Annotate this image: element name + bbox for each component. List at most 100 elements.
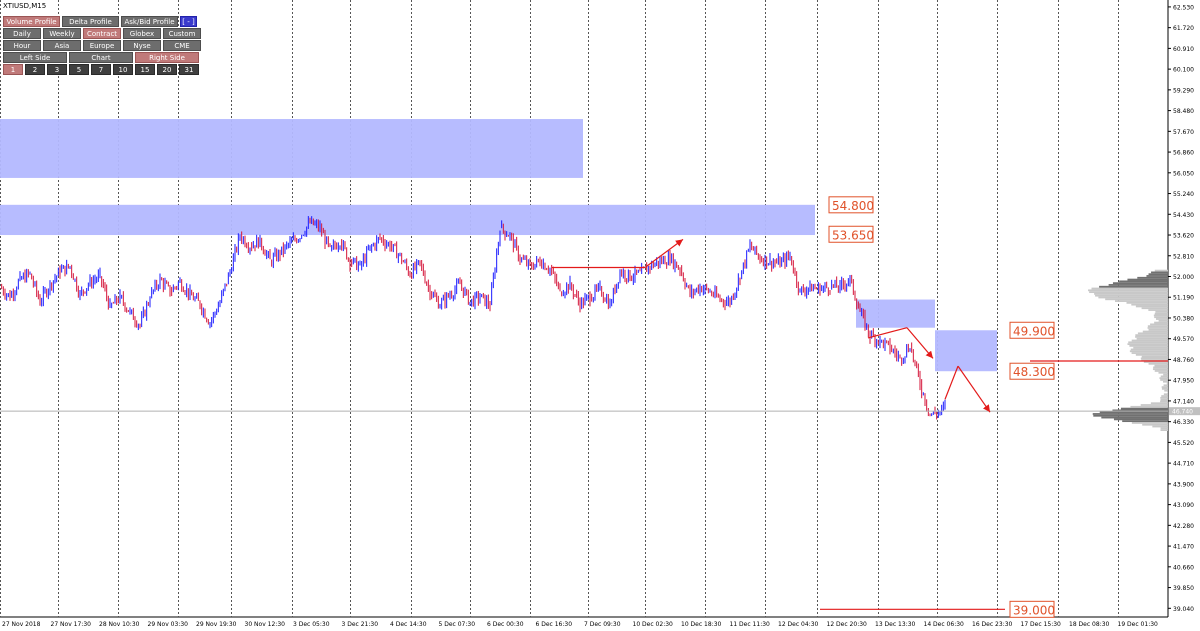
volume-profile-bar — [1088, 289, 1168, 292]
toolbar-row-side: Left Side Chart Right Side — [3, 52, 203, 63]
symbol-label: XTIUSD,M15 — [3, 2, 47, 10]
time-tick-label: 5 Dec 07:30 — [439, 621, 476, 628]
volume-profile-bar — [1108, 284, 1168, 286]
price-tick-label: 62.530 — [1173, 4, 1194, 11]
volume-profile-bar — [1141, 359, 1168, 362]
price-tick-label: 47.950 — [1173, 378, 1194, 385]
price-tick-label: 48.760 — [1173, 357, 1194, 364]
volume-profile-bar — [1143, 361, 1168, 363]
volume-profile-bar — [1159, 377, 1168, 380]
volume-profile-bar — [1135, 336, 1168, 338]
europe-button[interactable]: Europe — [83, 40, 121, 51]
volume-profile-bar — [1160, 379, 1168, 381]
count-2-button[interactable]: 2 — [25, 64, 45, 75]
volume-profile-bar — [1155, 318, 1168, 320]
price-level-box — [1009, 362, 1055, 380]
trend-line — [944, 365, 959, 400]
count-7-button[interactable]: 7 — [91, 64, 111, 75]
nyse-button[interactable]: Nyse — [123, 40, 161, 51]
toolbar-row-profile-type: Volume Profile Delta Profile Ask/Bid Pro… — [3, 16, 203, 27]
volume-profile-bar — [1154, 364, 1168, 367]
volume-profile-bar — [1133, 346, 1168, 349]
volume-profile-bar — [1155, 310, 1168, 313]
right-side-button[interactable]: Right Side — [135, 52, 199, 63]
ask-bid-profile-button[interactable]: Ask/Bid Profile — [121, 16, 178, 27]
volume-profile-bar — [1160, 427, 1168, 430]
weekly-button[interactable]: Weekly — [43, 28, 81, 39]
current-price-label: 46.740 — [1172, 409, 1193, 416]
price-tick-label: 43.090 — [1173, 502, 1194, 509]
volume-profile-bar — [1105, 298, 1168, 301]
supply-demand-zone — [0, 119, 583, 178]
price-level-label: 54.800 — [832, 199, 874, 213]
count-20-button[interactable]: 20 — [157, 64, 177, 75]
supply-demand-zone — [856, 299, 935, 328]
volume-profile-bar — [1094, 293, 1168, 295]
volume-profile-bar — [1131, 422, 1168, 424]
volume-profile-bar — [1098, 296, 1168, 299]
volume-profile-bar — [1160, 400, 1168, 403]
delta-profile-button[interactable]: Delta Profile — [62, 16, 119, 27]
price-tick-label: 52.810 — [1173, 253, 1194, 260]
volume-profile-bar — [1112, 282, 1168, 285]
price-tick-label: 51.190 — [1173, 295, 1194, 302]
volume-profile-bar — [1093, 414, 1168, 417]
asia-button[interactable]: Asia — [43, 40, 81, 51]
time-tick-label: 13 Dec 13:30 — [875, 621, 916, 628]
count-5-button[interactable]: 5 — [69, 64, 89, 75]
price-level-box — [828, 225, 874, 243]
volume-profile-bar — [1101, 416, 1168, 419]
chart-button[interactable]: Chart — [69, 52, 133, 63]
volume-profile-bar — [1142, 423, 1168, 426]
volume-profile-bar — [1148, 328, 1168, 331]
volume-profile-bar — [1163, 393, 1168, 396]
price-tick-label: 58.480 — [1173, 108, 1194, 115]
volume-profile-bar — [1095, 294, 1168, 297]
price-tick-label: 45.520 — [1173, 440, 1194, 447]
volume-profile-bar — [1161, 387, 1168, 390]
volume-profile-bar — [1099, 285, 1168, 288]
volume-profile-bar — [1154, 321, 1168, 324]
volume-profile-bar — [1129, 350, 1168, 353]
price-tick-label: 59.290 — [1173, 87, 1194, 94]
volume-profile-bar — [1119, 280, 1168, 283]
hour-button[interactable]: Hour — [3, 40, 41, 51]
volume-profile-bar — [1148, 362, 1168, 365]
count-10-button[interactable]: 10 — [113, 64, 133, 75]
time-tick-label: 19 Dec 01:30 — [1118, 621, 1159, 628]
count-15-button[interactable]: 15 — [135, 64, 155, 75]
count-3-button[interactable]: 3 — [47, 64, 67, 75]
volume-profile-button[interactable]: Volume Profile — [3, 16, 60, 27]
price-tick-label: 56.860 — [1173, 150, 1194, 157]
price-tick-label: 53.620 — [1173, 233, 1194, 240]
left-side-button[interactable]: Left Side — [3, 52, 67, 63]
count-31-button[interactable]: 31 — [179, 64, 199, 75]
price-tick-label: 52.000 — [1173, 274, 1194, 281]
globex-button[interactable]: Globex — [123, 28, 161, 39]
volume-profile-bar — [1150, 402, 1168, 405]
price-level-box — [828, 196, 874, 214]
price-level-label: 39.000 — [1013, 603, 1055, 617]
daily-button[interactable]: Daily — [3, 28, 41, 39]
time-tick-label: 16 Dec 23:30 — [972, 621, 1013, 628]
volume-profile-bar — [1164, 389, 1168, 392]
volume-profile-bar — [1148, 273, 1168, 276]
price-level-box — [1009, 321, 1055, 339]
volume-profile-bar — [1140, 357, 1168, 360]
count-1-button[interactable]: 1 — [3, 64, 23, 75]
volume-profile-bar — [1147, 327, 1168, 329]
time-tick-label: 30 Nov 12:30 — [245, 621, 286, 628]
cme-button[interactable]: CME — [163, 40, 201, 51]
volume-profile-bar — [1120, 407, 1168, 410]
custom-button[interactable]: Custom — [163, 28, 201, 39]
time-tick-label: 3 Dec 05:30 — [293, 621, 330, 628]
contract-button[interactable]: Contract — [83, 28, 121, 39]
volume-profile-bar — [1161, 395, 1168, 397]
time-tick-label: 7 Dec 09:30 — [584, 621, 621, 628]
price-level-label: 48.300 — [1013, 365, 1055, 379]
collapse-button[interactable]: [ - ] — [180, 16, 197, 27]
trend-arrow — [906, 327, 934, 359]
supply-demand-zone — [0, 204, 815, 236]
